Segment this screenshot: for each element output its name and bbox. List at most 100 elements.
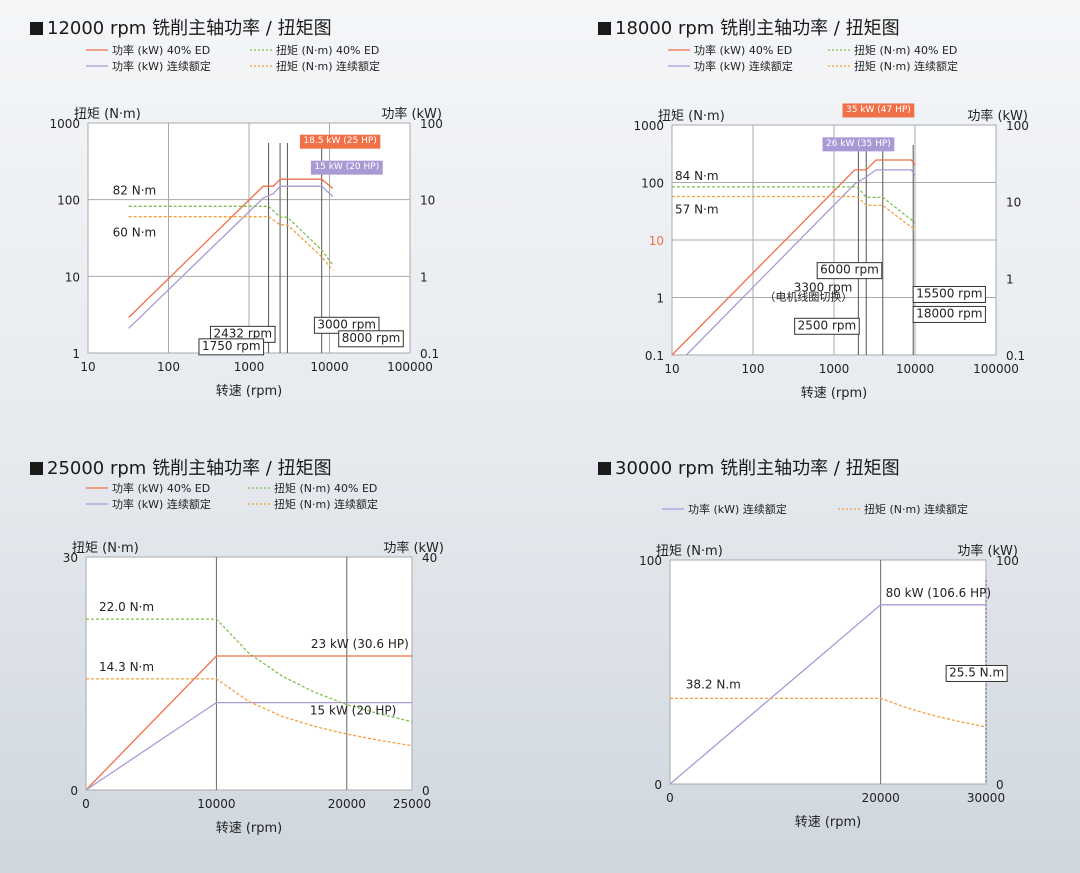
legend-label: 功率 (kW) 连续额定 (688, 502, 787, 516)
y-left-tick-label: 0 (654, 778, 662, 792)
legend-label: 扭矩 (N·m) 40% ED (276, 43, 379, 57)
y-right-axis-title: 功率 (kW) (957, 543, 1018, 559)
annotation-label: 23 kW (30.6 HP) (311, 637, 409, 651)
chart-title: 18000 rpm 铣削主轴功率 / 扭矩图 (598, 14, 900, 40)
series-line (128, 205, 334, 266)
y-right-tick-label: 40 (422, 551, 437, 565)
legend-label: 功率 (kW) 连续额定 (694, 59, 793, 73)
annotation-label: 35 kW (47 HP) (846, 105, 911, 115)
annotation-box (842, 103, 915, 118)
annotation-label: 2500 rpm (798, 318, 857, 332)
y-right-axis-title: 功率 (kW) (381, 106, 442, 122)
annotation-box (338, 330, 404, 348)
annotation-label: 22.0 N·m (99, 600, 154, 614)
y-left-axis-title: 扭矩 (N·m) (658, 109, 725, 124)
series-line (85, 655, 412, 791)
legend-label: 功率 (kW) 连续额定 (112, 59, 211, 73)
y-left-tick-label: 1 (656, 292, 664, 306)
y-right-tick-label: 1 (420, 270, 428, 284)
x-axis-title: 转速 (rpm) (216, 384, 283, 399)
y-right-tick-label: 100 (1006, 119, 1029, 133)
annotation-box (794, 317, 860, 335)
y-right-tick-label: 10 (420, 194, 435, 208)
series-line (670, 697, 987, 728)
legend-label: 功率 (kW) 连续额定 (112, 497, 211, 511)
y-left-tick-label: 100 (639, 554, 662, 568)
legend-label: 扭矩 (N·m) 连续额定 (274, 497, 378, 511)
chart-12000rpm: 12000 rpm 铣削主轴功率 / 扭矩图 功率 (kW) 40% ED 扭矩 … (30, 10, 530, 430)
series-line (671, 159, 916, 356)
y-left-axis-title: 扭矩 (N·m) (72, 541, 139, 556)
y-right-tick-label: 0.1 (1006, 349, 1025, 363)
x-tick-label: 100 (157, 360, 180, 374)
annotation-label: 82 N·m (113, 183, 157, 197)
annotation-label: 57 N·m (675, 203, 719, 217)
y-right-tick-label: 10 (1006, 196, 1021, 210)
y-left-axis-title: 扭矩 (N·m) (74, 107, 141, 122)
annotation-box (816, 262, 883, 280)
annotation-label: （电机线圈切换） (764, 290, 852, 304)
y-left-tick-label: 100 (57, 194, 80, 208)
chart-title: 25000 rpm 铣削主轴功率 / 扭矩图 (30, 454, 332, 480)
annotation-label: 38.2 N.m (686, 677, 741, 691)
x-axis-title: 转速 (rpm) (216, 821, 283, 836)
y-right-axis-title: 功率 (kW) (967, 108, 1028, 124)
chart-18000rpm: 18000 rpm 铣削主轴功率 / 扭矩图 功率 (kW) 40% ED 扭矩 … (598, 10, 1068, 430)
x-tick-label: 25000 (393, 797, 431, 811)
chart-title: 12000 rpm 铣削主轴功率 / 扭矩图 (30, 14, 332, 40)
chart-25000rpm: 25000 rpm 铣削主轴功率 / 扭矩图 功率 (kW) 40% ED 扭矩 … (30, 452, 530, 862)
x-tick-label: 1000 (819, 362, 850, 376)
annotation-box (945, 664, 1008, 682)
x-tick-label: 10 (664, 362, 679, 376)
annotation-label: 15500 rpm (916, 287, 982, 301)
x-tick-label: 1000 (234, 360, 265, 374)
x-tick-label: 100000 (973, 362, 1019, 376)
series-line (128, 216, 334, 271)
title-square-icon (30, 22, 43, 35)
annotation-box (912, 305, 986, 323)
y-right-tick-label: 100 (996, 554, 1019, 568)
legend-label: 扭矩 (N·m) 连续额定 (854, 59, 958, 73)
annotation-label: 1750 rpm (202, 339, 261, 353)
y-left-tick-label: 1 (72, 347, 80, 361)
annotation-box (822, 137, 895, 152)
y-left-tick-label: 30 (63, 551, 78, 565)
annotation-label: 18.5 kW (25 HP) (303, 136, 376, 146)
legend-label: 功率 (kW) 40% ED (112, 43, 210, 57)
x-tick-label: 10000 (197, 797, 235, 811)
legend-label: 扭矩 (N·m) 连续额定 (864, 502, 968, 516)
x-tick-label: 20000 (862, 791, 900, 805)
x-tick-label: 0 (666, 791, 674, 805)
legend-label: 功率 (kW) 40% ED (694, 43, 792, 57)
plot-area (669, 559, 987, 785)
x-tick-label: 10000 (310, 360, 348, 374)
annotation-label: 15 kW (20 HP) (310, 704, 396, 718)
y-right-tick-label: 0 (422, 784, 430, 798)
annotation-label: 80 kW (106.6 HP) (886, 586, 992, 600)
y-left-axis-title: 扭矩 (N·m) (656, 544, 723, 559)
annotation-label: 84 N·m (675, 169, 719, 183)
y-left-tick-label: 10 (65, 270, 80, 284)
y-right-tick-label: 0.1 (420, 347, 439, 361)
annotation-label: 8000 rpm (342, 331, 401, 345)
chart-svg: 功率 (kW) 40% ED 扭矩 (N·m) 40% ED 功率 (kW) 连续额… (49, 43, 443, 399)
series-line (672, 186, 916, 224)
x-tick-label: 10000 (896, 362, 934, 376)
series-line (685, 169, 916, 356)
chart-svg: 功率 (kW) 40% ED 扭矩 (N·m) 40% ED 功率 (kW) 连续额… (63, 481, 444, 836)
y-right-tick-label: 1 (1006, 272, 1014, 286)
y-left-tick-label: 1000 (49, 117, 80, 131)
annotation-box (310, 160, 383, 175)
chart-title-text: 30000 rpm 铣削主轴功率 / 扭矩图 (615, 458, 900, 479)
title-square-icon (30, 462, 43, 475)
series-line (85, 701, 412, 791)
x-tick-label: 10 (80, 360, 95, 374)
annotation-label: 60 N·m (113, 226, 157, 240)
y-right-axis-title: 功率 (kW) (383, 540, 444, 556)
chart-title: 30000 rpm 铣削主轴功率 / 扭矩图 (598, 454, 900, 480)
y-right-tick-label: 0 (996, 778, 1004, 792)
y-right-tick-label: 100 (420, 117, 443, 131)
legend-label: 扭矩 (N·m) 40% ED (274, 481, 377, 495)
annotation-label: 14.3 N·m (99, 660, 154, 674)
series-line (128, 178, 334, 318)
